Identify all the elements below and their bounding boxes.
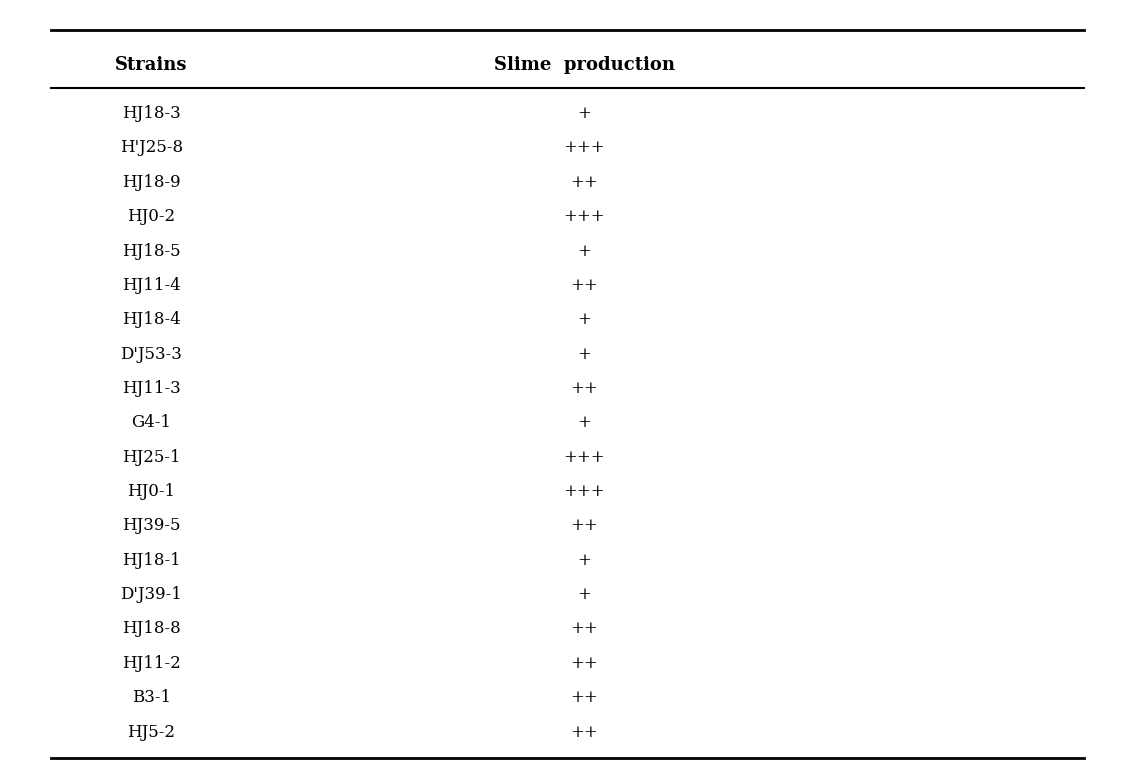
Text: D'J53-3: D'J53-3 (120, 346, 182, 362)
Text: HJ18-9: HJ18-9 (121, 174, 181, 191)
Text: HJ11-2: HJ11-2 (121, 655, 181, 672)
Text: +: + (578, 242, 591, 260)
Text: HJ11-3: HJ11-3 (121, 380, 181, 397)
Text: +: + (578, 552, 591, 568)
Text: +: + (578, 311, 591, 328)
Text: H'J25-8: H'J25-8 (119, 140, 183, 157)
Text: +++: +++ (563, 448, 605, 466)
Text: +: + (578, 346, 591, 362)
Text: ++: ++ (570, 174, 598, 191)
Text: +: + (578, 414, 591, 431)
Text: +++: +++ (563, 208, 605, 225)
Text: G4-1: G4-1 (132, 414, 171, 431)
Text: HJ18-3: HJ18-3 (121, 105, 181, 122)
Text: HJ18-8: HJ18-8 (121, 620, 181, 637)
Text: HJ18-5: HJ18-5 (121, 242, 181, 260)
Text: HJ0-2: HJ0-2 (127, 208, 175, 225)
Text: HJ0-1: HJ0-1 (127, 483, 175, 500)
Text: ++: ++ (570, 689, 598, 706)
Text: HJ18-1: HJ18-1 (121, 552, 181, 568)
Text: Strains: Strains (115, 56, 188, 74)
Text: ++: ++ (570, 380, 598, 397)
Text: HJ11-4: HJ11-4 (121, 277, 181, 294)
Text: Slime  production: Slime production (493, 56, 674, 74)
Text: HJ5-2: HJ5-2 (127, 724, 175, 741)
Text: ++: ++ (570, 620, 598, 637)
Text: B3-1: B3-1 (132, 689, 171, 706)
Text: +: + (578, 105, 591, 122)
Text: HJ25-1: HJ25-1 (121, 448, 181, 466)
Text: ++: ++ (570, 517, 598, 535)
Text: +++: +++ (563, 140, 605, 157)
Text: ++: ++ (570, 724, 598, 741)
Text: +: + (578, 586, 591, 603)
Text: ++: ++ (570, 655, 598, 672)
Text: D'J39-1: D'J39-1 (120, 586, 182, 603)
Text: +++: +++ (563, 483, 605, 500)
Text: HJ18-4: HJ18-4 (121, 311, 181, 328)
Text: ++: ++ (570, 277, 598, 294)
Text: HJ39-5: HJ39-5 (123, 517, 181, 535)
